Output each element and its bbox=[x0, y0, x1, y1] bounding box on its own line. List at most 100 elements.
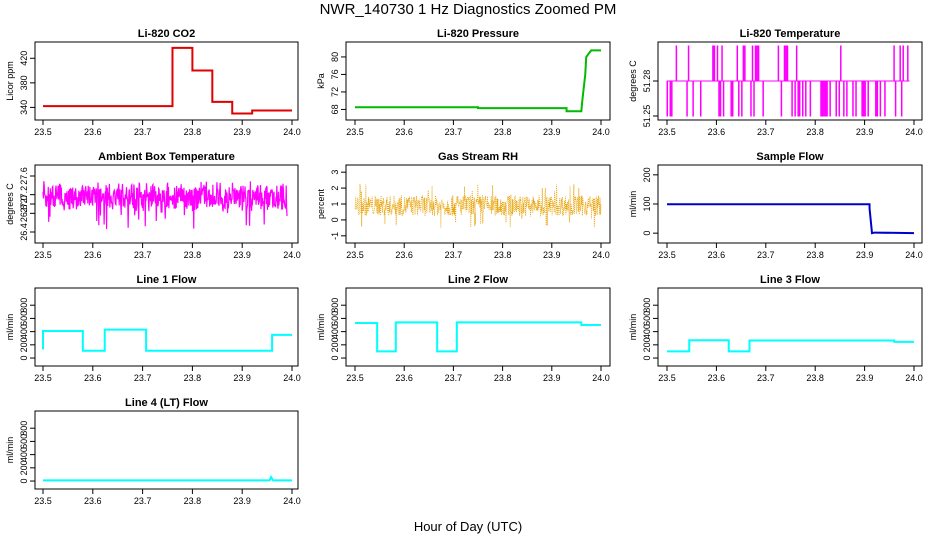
y-tick-label: 76 bbox=[330, 69, 340, 79]
y-tick-label: 380 bbox=[19, 75, 29, 90]
x-tick-label: 23.6 bbox=[84, 496, 102, 506]
x-tick-label: 23.5 bbox=[346, 373, 364, 383]
y-axis-label: ml/min bbox=[5, 437, 15, 464]
x-tick-label: 23.8 bbox=[494, 250, 512, 260]
y-axis-label: Licor ppm bbox=[5, 61, 15, 101]
y-tick-label: 51.25 bbox=[642, 105, 652, 128]
series-line bbox=[43, 46, 292, 115]
x-tick-label: 23.7 bbox=[445, 373, 463, 383]
series-line bbox=[355, 49, 601, 113]
y-tick-label: 100 bbox=[642, 196, 652, 211]
x-tick-label: 23.5 bbox=[346, 250, 364, 260]
x-tick-label: 23.5 bbox=[34, 496, 52, 506]
chart-title: Line 1 Flow bbox=[137, 274, 197, 286]
y-axis-label: ml/min bbox=[628, 191, 638, 218]
x-tick-label: 23.7 bbox=[445, 250, 463, 260]
x-tick-label: 23.6 bbox=[84, 127, 102, 137]
y-tick-label: 26.4 bbox=[19, 223, 29, 241]
y-tick-label: -1 bbox=[330, 232, 340, 240]
x-tick-label: 23.5 bbox=[34, 250, 52, 260]
series-line bbox=[666, 45, 910, 117]
chart-panel: Li-820 Temperature degrees C 23.5 23.6 23.7 2… bbox=[628, 28, 923, 137]
series-line bbox=[355, 321, 601, 353]
x-tick-label: 23.8 bbox=[494, 127, 512, 137]
y-tick-label: 400 bbox=[642, 324, 652, 339]
x-tick-label: 23.7 bbox=[134, 496, 152, 506]
series-line bbox=[42, 328, 292, 352]
y-tick-label: 400 bbox=[330, 324, 340, 339]
figure-title: NWR_140730 1 Hz Diagnostics Zoomed PM bbox=[320, 1, 617, 18]
x-tick-label: 23.9 bbox=[233, 373, 251, 383]
x-tick-label: 23.8 bbox=[184, 127, 202, 137]
y-axis-label: kPa bbox=[316, 73, 326, 89]
x-tick-label: 24.0 bbox=[592, 373, 610, 383]
series-line bbox=[42, 181, 288, 230]
y-tick-label: 400 bbox=[19, 324, 29, 339]
chart-panel: Sample Flow ml/min 23.5 23.6 23.7 23.8 23.9 24.… bbox=[628, 151, 923, 260]
plot-frame bbox=[345, 287, 611, 367]
chart-title: Sample Flow bbox=[756, 151, 824, 163]
x-tick-label: 24.0 bbox=[905, 250, 923, 260]
y-tick-label: 200 bbox=[330, 337, 340, 352]
y-tick-label: 420 bbox=[19, 51, 29, 66]
x-tick-label: 23.7 bbox=[134, 373, 152, 383]
x-tick-label: 23.7 bbox=[757, 127, 775, 137]
y-tick-label: 800 bbox=[642, 298, 652, 313]
chart-title: Li-820 Temperature bbox=[740, 28, 841, 40]
y-tick-label: 800 bbox=[19, 298, 29, 313]
y-tick-label: 51.28 bbox=[642, 70, 652, 93]
x-tick-label: 23.7 bbox=[757, 373, 775, 383]
x-tick-label: 23.8 bbox=[806, 250, 824, 260]
x-tick-label: 23.9 bbox=[856, 127, 874, 137]
chart-panel: Line 3 Flow ml/min 23.5 23.6 23.7 23.8 23.9 24.… bbox=[628, 274, 923, 383]
x-tick-label: 23.8 bbox=[494, 373, 512, 383]
y-axis-label: ml/min bbox=[316, 314, 326, 341]
chart-panel: Li-820 CO2 Licor ppm 23.5 23.6 23.7 23.8 23.9 2… bbox=[5, 28, 301, 137]
figure-xlabel: Hour of Day (UTC) bbox=[414, 519, 522, 534]
chart-panel: Li-820 Pressure kPa 23.5 23.6 23.7 23.8 23.9 24… bbox=[316, 28, 611, 137]
plot-frame bbox=[34, 287, 299, 367]
chart-panel: Line 1 Flow ml/min 23.5 23.6 23.7 23.8 23.9 24.… bbox=[5, 274, 301, 383]
chart-title: Line 4 (LT) Flow bbox=[125, 397, 208, 409]
chart-title: Ambient Box Temperature bbox=[98, 151, 235, 163]
plot-frame bbox=[345, 164, 611, 244]
x-tick-label: 23.5 bbox=[658, 127, 676, 137]
y-tick-label: 2 bbox=[330, 186, 340, 191]
x-tick-label: 23.5 bbox=[34, 373, 52, 383]
series-line bbox=[667, 339, 914, 353]
x-tick-label: 23.8 bbox=[184, 373, 202, 383]
x-tick-label: 23.9 bbox=[856, 250, 874, 260]
x-tick-label: 24.0 bbox=[905, 373, 923, 383]
x-tick-label: 23.7 bbox=[134, 250, 152, 260]
y-tick-label: 27.6 bbox=[19, 167, 29, 185]
x-tick-label: 23.6 bbox=[395, 373, 413, 383]
x-tick-label: 23.6 bbox=[84, 373, 102, 383]
x-tick-label: 23.9 bbox=[856, 373, 874, 383]
x-tick-label: 23.8 bbox=[184, 496, 202, 506]
y-tick-label: 600 bbox=[330, 311, 340, 326]
y-tick-label: 27.0 bbox=[19, 195, 29, 213]
x-tick-label: 23.6 bbox=[395, 127, 413, 137]
y-tick-label: 3 bbox=[330, 170, 340, 175]
x-tick-label: 23.8 bbox=[184, 250, 202, 260]
x-tick-label: 23.9 bbox=[543, 373, 561, 383]
x-tick-label: 23.6 bbox=[708, 127, 726, 137]
y-tick-label: 0 bbox=[19, 479, 29, 484]
x-tick-label: 23.9 bbox=[233, 127, 251, 137]
x-tick-label: 24.0 bbox=[283, 127, 301, 137]
x-tick-label: 23.5 bbox=[346, 127, 364, 137]
x-tick-label: 24.0 bbox=[283, 250, 301, 260]
y-tick-label: 340 bbox=[19, 100, 29, 115]
chart-title: Li-820 Pressure bbox=[437, 28, 519, 40]
series-line bbox=[667, 203, 915, 235]
x-tick-label: 23.6 bbox=[708, 373, 726, 383]
x-tick-label: 23.5 bbox=[34, 127, 52, 137]
x-tick-label: 24.0 bbox=[283, 496, 301, 506]
y-axis-label: degrees C bbox=[5, 183, 15, 225]
x-tick-label: 23.7 bbox=[757, 250, 775, 260]
x-tick-label: 24.0 bbox=[592, 127, 610, 137]
x-tick-label: 23.9 bbox=[233, 250, 251, 260]
y-tick-label: 80 bbox=[330, 52, 340, 62]
chart-panel: Line 4 (LT) Flow ml/min 23.5 23.6 23.7 23.8 23… bbox=[5, 397, 301, 506]
y-tick-label: 200 bbox=[19, 337, 29, 352]
